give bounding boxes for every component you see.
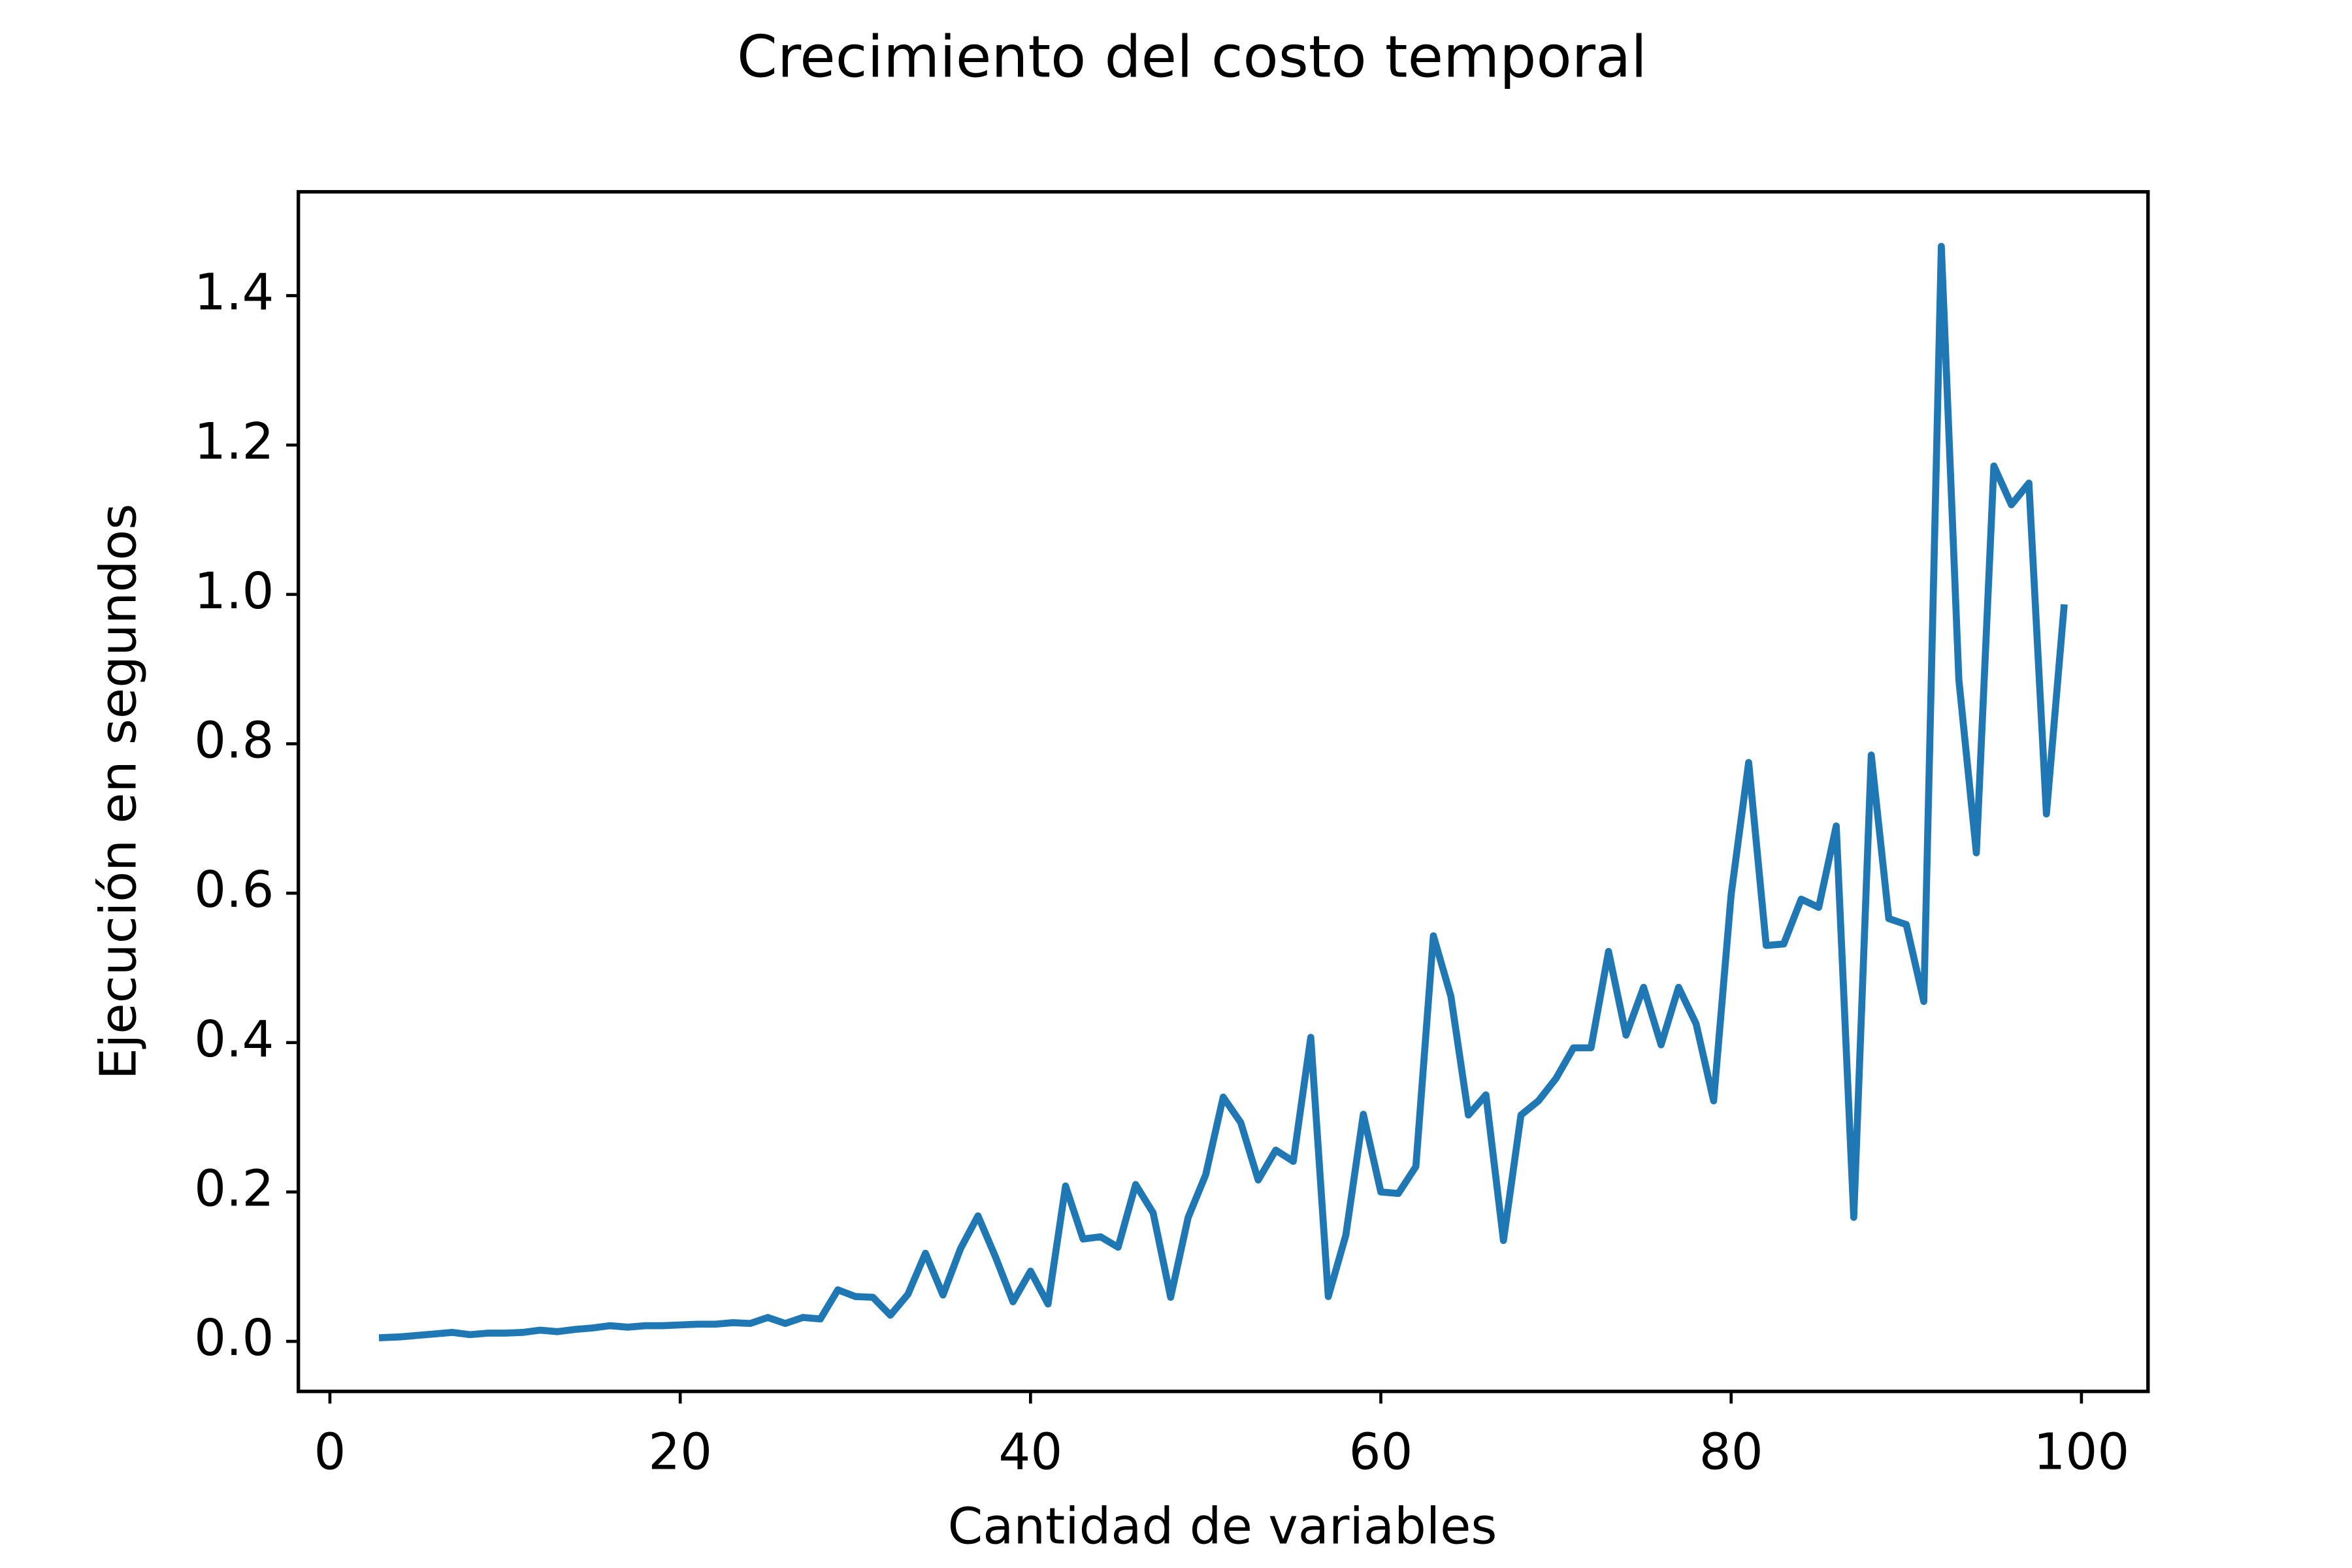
x-tick-label: 100 [2034, 1424, 2130, 1482]
y-tick-label: 1.0 [194, 563, 274, 621]
y-tick-label: 1.4 [194, 264, 274, 322]
x-tick-label: 0 [314, 1424, 346, 1482]
y-tick-label: 1.2 [194, 413, 274, 471]
y-tick-label: 0.2 [194, 1160, 274, 1218]
x-tick-label: 40 [998, 1424, 1062, 1482]
y-tick-label: 0.4 [194, 1011, 274, 1069]
x-tick-label: 60 [1349, 1424, 1413, 1482]
data-line [378, 242, 2068, 1341]
y-tick-label: 0.6 [194, 861, 274, 919]
y-tick-label: 0.0 [194, 1309, 274, 1367]
y-axis-label: Ejecución en segundos [90, 504, 148, 1080]
x-tick-label: 20 [648, 1424, 712, 1482]
y-tick-label: 0.8 [194, 711, 274, 770]
x-axis-label: Cantidad de variables [948, 1498, 1497, 1556]
chart-title: Crecimiento del costo temporal [737, 24, 1647, 91]
plot-frame [297, 189, 2150, 1394]
x-tick-label: 80 [1699, 1424, 1763, 1482]
